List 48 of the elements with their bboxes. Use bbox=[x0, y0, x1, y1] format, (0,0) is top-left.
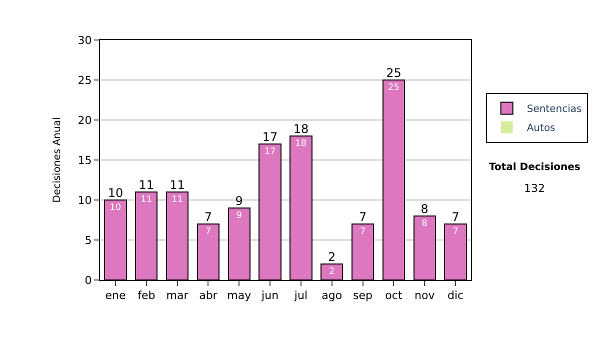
y-tick-label: 25 bbox=[78, 74, 92, 87]
total-label: 7 bbox=[452, 210, 460, 224]
data-label: 11 bbox=[172, 195, 184, 205]
total-label: 9 bbox=[235, 194, 243, 208]
y-tick-label: 10 bbox=[78, 194, 92, 207]
data-label: 7 bbox=[452, 227, 458, 237]
data-label: 18 bbox=[295, 139, 307, 149]
y-tick-label: 20 bbox=[78, 114, 92, 127]
total-label: 11 bbox=[170, 178, 185, 192]
x-tick-label: feb bbox=[138, 289, 156, 302]
total-label: 7 bbox=[204, 210, 212, 224]
x-tick-label: ene bbox=[105, 289, 126, 302]
y-tick-label: 15 bbox=[78, 154, 92, 167]
x-tick-label: jun bbox=[260, 289, 279, 302]
data-label: 9 bbox=[236, 211, 242, 221]
y-tick-label: 5 bbox=[84, 234, 92, 247]
x-tick-label: ago bbox=[322, 289, 342, 302]
text: Total Decisiones bbox=[489, 162, 580, 173]
total-label: 25 bbox=[386, 66, 402, 80]
y-tick-label: 30 bbox=[78, 34, 92, 47]
x-tick-label: nov bbox=[414, 289, 436, 302]
data-label: 8 bbox=[422, 219, 428, 229]
data-label: 17 bbox=[264, 147, 276, 157]
text: 132 bbox=[524, 182, 545, 195]
x-tick-label: oct bbox=[385, 289, 403, 302]
x-tick-label: jul bbox=[293, 289, 308, 302]
legend-label: Autos bbox=[526, 123, 556, 134]
total-label: 2 bbox=[328, 250, 336, 264]
data-label: 25 bbox=[388, 83, 400, 93]
data-label: 2 bbox=[329, 267, 335, 277]
data-label: 7 bbox=[360, 227, 366, 237]
total-label: 17 bbox=[262, 130, 278, 144]
legend-label: Sentencias bbox=[526, 104, 582, 116]
total-label: 8 bbox=[420, 202, 428, 216]
total-label: 18 bbox=[293, 122, 309, 136]
y-axis-title: Decisiones Anual bbox=[52, 117, 63, 203]
data-label: 7 bbox=[205, 227, 212, 237]
x-tick-label: may bbox=[227, 289, 252, 302]
x-tick-label: sep bbox=[353, 289, 373, 302]
x-tick-label: mar bbox=[166, 289, 189, 302]
x-tick-label: dic bbox=[447, 289, 464, 302]
x-tick-label: abr bbox=[199, 289, 218, 302]
total-label: 11 bbox=[138, 178, 154, 192]
total-label: 10 bbox=[108, 186, 124, 200]
y-tick-label: 0 bbox=[84, 274, 92, 287]
data-label: 10 bbox=[110, 203, 122, 213]
data-label: 11 bbox=[140, 195, 152, 205]
total-label: 7 bbox=[358, 210, 367, 224]
